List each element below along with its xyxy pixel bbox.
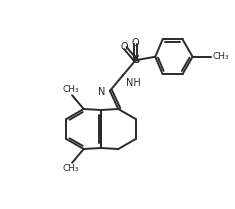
Text: NH: NH [126,78,141,88]
Text: CH₃: CH₃ [213,52,229,61]
Text: N: N [98,87,106,97]
Text: O: O [132,38,139,48]
Text: CH₃: CH₃ [63,85,79,94]
Text: S: S [132,55,139,65]
Text: O: O [121,42,128,52]
Text: CH₃: CH₃ [63,164,79,173]
